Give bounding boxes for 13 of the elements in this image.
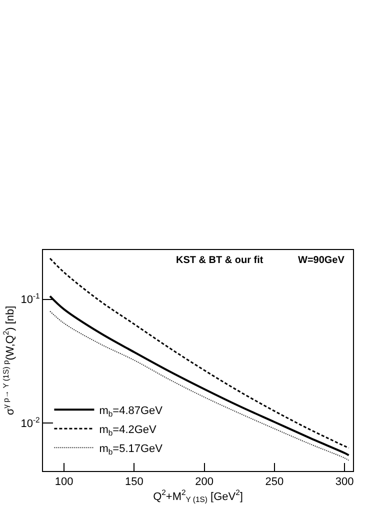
x-tick-label: 100 — [54, 476, 74, 488]
legend-label: m$_{b}$=5.17GeV — [99, 442, 164, 456]
x-axis-title: Q$^{2}$+M$^{2}$$_{Υ (1S)}$ [GeV$^{2}$] — [153, 488, 243, 504]
x-tick-label: 250 — [265, 476, 284, 488]
x-tick-label: 150 — [125, 476, 144, 488]
annotation: W=90GeV — [298, 255, 345, 266]
y-tick-label: 10$^{-2}$ — [20, 415, 40, 430]
annotation: KST & BT & our fit — [176, 255, 264, 266]
y-tick-label: 10$^{-1}$ — [20, 291, 40, 306]
legend-label: m$_{b}$=4.87GeV — [99, 404, 164, 418]
x-tick-label: 200 — [195, 476, 214, 488]
legend-label: m$_{b}$=4.2GeV — [99, 424, 158, 438]
x-tick-label: 300 — [335, 476, 354, 488]
